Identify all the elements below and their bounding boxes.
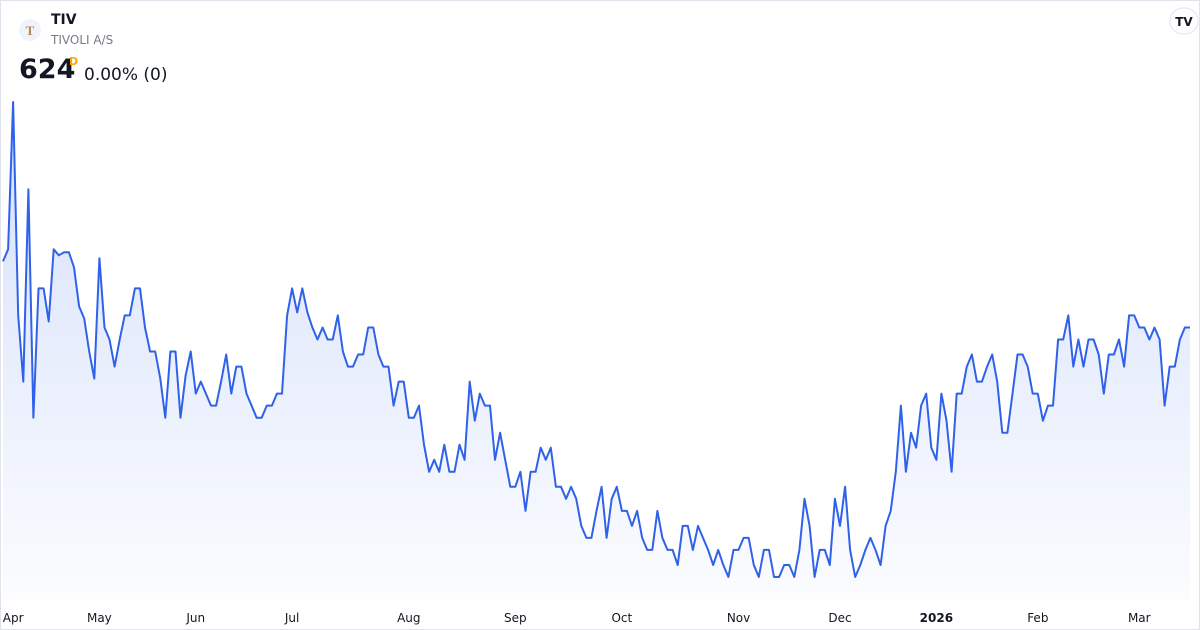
x-tick-label: Nov [727, 611, 750, 625]
x-tick-label: Mar [1128, 611, 1151, 625]
price-line [2, 101, 1190, 578]
tv-logo[interactable] [1169, 7, 1199, 35]
x-tick-label: May [87, 611, 112, 625]
x-tick-label: Apr [3, 611, 24, 625]
x-tick-label: Feb [1027, 611, 1048, 625]
x-tick-label: Dec [828, 611, 851, 625]
logo-glyph: T [26, 23, 35, 38]
x-tick-label: Aug [397, 611, 420, 625]
symbol: TIV [51, 12, 77, 28]
x-tick-label: Sep [504, 611, 527, 625]
company-name: TIVOLI A/S [51, 33, 114, 47]
x-tick-label: Jul [284, 611, 299, 625]
interval: D [69, 55, 79, 68]
tv-logo-glyph: TV [1175, 15, 1193, 29]
x-tick-label: 2026 [920, 611, 953, 625]
change: 0.00% (0) [84, 65, 168, 85]
logo [19, 19, 41, 41]
x-tick-label: Oct [611, 611, 632, 625]
x-tick-label: Jun [185, 611, 205, 625]
area-fill [3, 102, 1190, 600]
price: 624 [19, 54, 76, 85]
